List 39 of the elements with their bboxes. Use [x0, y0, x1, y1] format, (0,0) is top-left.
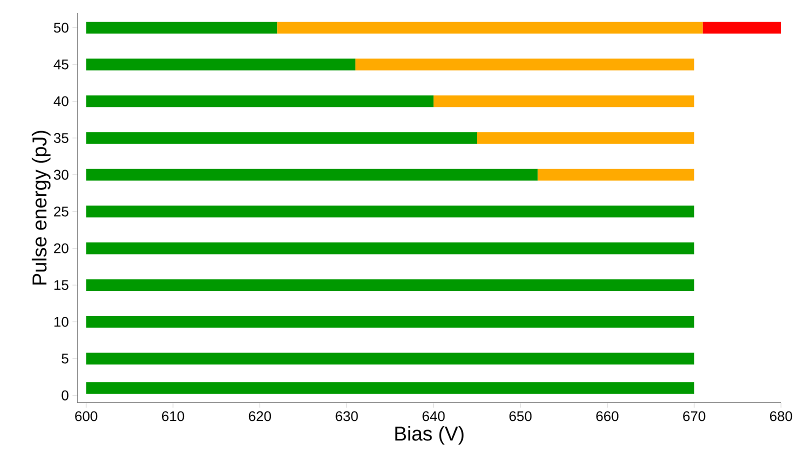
y-tick-label: 5 [62, 354, 68, 364]
bar [86, 22, 278, 34]
y-tick-label: 35 [54, 133, 68, 144]
x-tick-label: 610 [162, 411, 184, 422]
bar [86, 279, 694, 292]
x-tick-label: 640 [422, 411, 445, 422]
bar [702, 22, 781, 34]
x-tick-label: 630 [336, 411, 358, 422]
y-tick-label: 10 [54, 317, 68, 327]
y-tick-label: 30 [54, 170, 68, 180]
bar [476, 132, 694, 144]
y-tick-label: 0 [62, 390, 68, 400]
x-tick-label: 680 [770, 411, 792, 422]
bar [86, 96, 434, 108]
bar [86, 132, 477, 144]
x-tick-label: 620 [248, 411, 271, 422]
y-tick-label: 20 [54, 244, 68, 254]
x-tick-label: 670 [683, 411, 706, 422]
y-tick-label: 50 [54, 22, 68, 33]
x-tick-label: 660 [596, 411, 618, 422]
bar [434, 96, 694, 108]
y-tick-label: 25 [54, 206, 68, 217]
bar [86, 242, 694, 254]
bar [86, 206, 694, 218]
bar [355, 58, 694, 71]
y-tick-label: 45 [54, 60, 68, 70]
x-axis-title: Bias (V) [395, 426, 464, 445]
bar [86, 58, 356, 71]
x-tick-label: 600 [75, 411, 98, 422]
y-tick-label: 15 [54, 280, 68, 290]
bar [86, 352, 694, 365]
bar [86, 382, 694, 394]
bar [538, 169, 694, 181]
x-tick-label: 650 [509, 411, 532, 422]
bar [86, 169, 538, 181]
bar [277, 22, 703, 34]
bar [86, 316, 694, 328]
y-tick-label: 40 [54, 96, 68, 106]
y-axis-title: Pulse energy (pJ) [32, 130, 51, 285]
